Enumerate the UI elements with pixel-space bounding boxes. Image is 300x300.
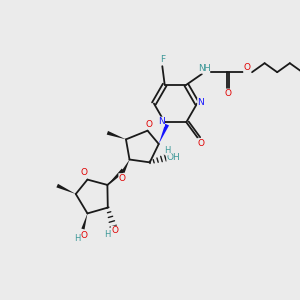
Text: H: H bbox=[104, 230, 110, 239]
Polygon shape bbox=[121, 160, 130, 173]
Text: N: N bbox=[198, 64, 205, 73]
Polygon shape bbox=[159, 124, 169, 144]
Text: O: O bbox=[224, 89, 232, 98]
Text: H: H bbox=[74, 234, 80, 243]
Polygon shape bbox=[56, 184, 76, 194]
Text: O: O bbox=[244, 64, 251, 73]
Polygon shape bbox=[107, 169, 124, 185]
Text: O: O bbox=[146, 119, 153, 128]
Text: N: N bbox=[198, 98, 204, 107]
Text: O: O bbox=[80, 169, 87, 178]
Text: H: H bbox=[203, 64, 210, 73]
Text: N: N bbox=[158, 117, 164, 126]
Text: F: F bbox=[160, 55, 166, 64]
Text: O: O bbox=[119, 174, 126, 183]
Text: O: O bbox=[197, 139, 204, 148]
Polygon shape bbox=[81, 213, 87, 230]
Text: H: H bbox=[165, 146, 171, 155]
Text: O: O bbox=[111, 226, 118, 235]
Text: O: O bbox=[81, 230, 88, 239]
Text: OH: OH bbox=[167, 153, 181, 162]
Polygon shape bbox=[107, 131, 126, 140]
